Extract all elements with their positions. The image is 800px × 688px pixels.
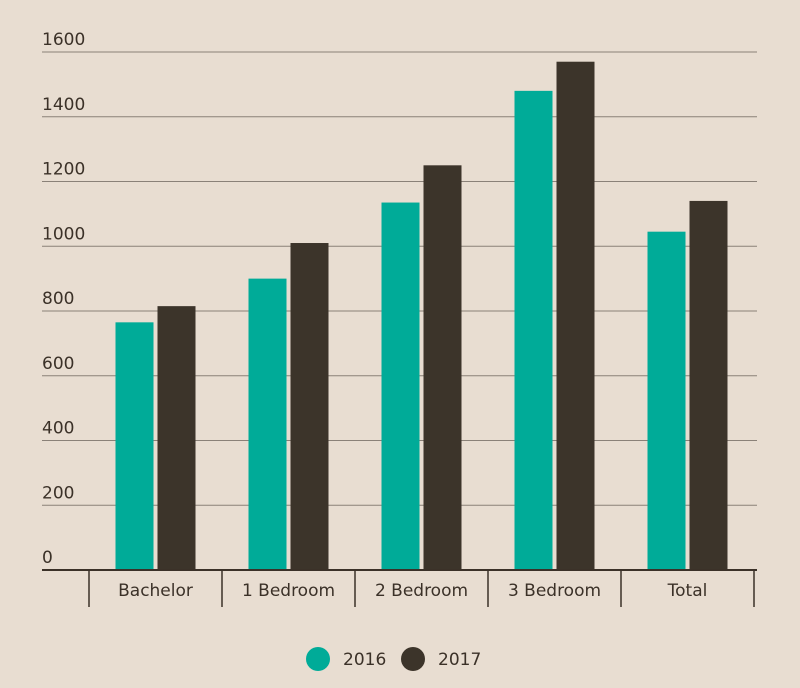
legend-swatch-2017 [401, 647, 425, 671]
bar-2016-3-bedroom [514, 90, 553, 570]
bars [115, 61, 728, 571]
y-tick-label: 1200 [42, 160, 85, 180]
legend-swatch-2016 [306, 647, 330, 671]
bar-2017-1-bedroom [290, 243, 329, 570]
legend-label-2016: 2016 [343, 650, 386, 670]
x-category-label: Bachelor [118, 581, 193, 601]
bar-2016-2-bedroom [381, 202, 420, 570]
y-tick-label: 0 [42, 548, 53, 568]
bar-2016-total [647, 231, 686, 570]
y-tick-label: 200 [42, 483, 74, 503]
bar-2017-2-bedroom [423, 165, 462, 570]
bar-2017-total [689, 200, 728, 571]
legend-label-2017: 2017 [438, 650, 481, 670]
bar-2017-3-bedroom [556, 61, 595, 571]
bar-2017-bachelor [157, 306, 196, 570]
x-category-label: 1 Bedroom [242, 581, 335, 601]
x-category-label: 2 Bedroom [375, 581, 468, 601]
y-tick-label: 400 [42, 419, 74, 439]
y-axis-tick-labels: 0 200 400 600 800 1000 1200 1400 1600 [42, 30, 85, 568]
y-tick-label: 1000 [42, 224, 85, 244]
x-category-label: Total [667, 581, 708, 601]
y-tick-label: 800 [42, 289, 74, 309]
y-tick-label: 600 [42, 354, 74, 374]
legend: 2016 2017 [306, 647, 481, 671]
y-tick-label: 1600 [42, 30, 85, 50]
bar-2016-1-bedroom [248, 278, 287, 570]
bar-2016-bachelor [115, 322, 154, 570]
x-category-label: 3 Bedroom [508, 581, 601, 601]
y-tick-label: 1400 [42, 95, 85, 115]
x-axis-categories: Bachelor 1 Bedroom 2 Bedroom 3 Bedroom Total [88, 570, 755, 607]
